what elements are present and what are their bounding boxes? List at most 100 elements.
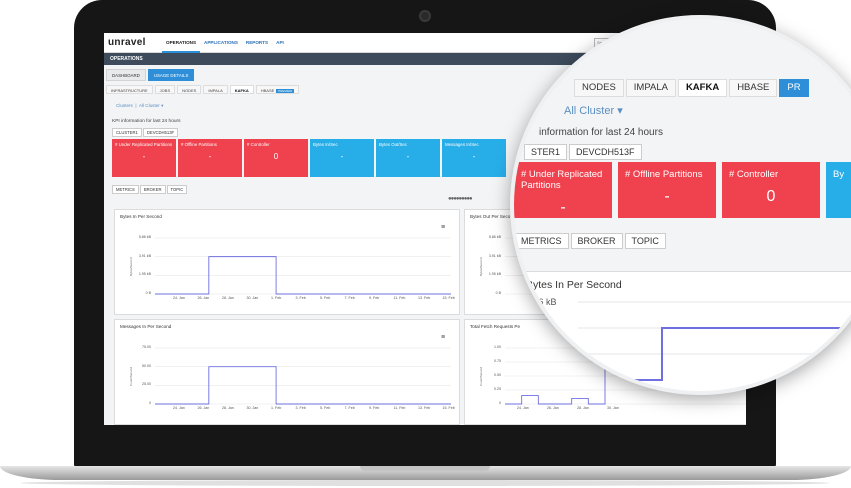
zoom-y-tick-label: 5.86 kB bbox=[526, 297, 557, 307]
series-line bbox=[155, 366, 451, 405]
zoom-chart-bytes-in: Bytes In Per Second 5.86 kB 3.91 kB 1.95 k… bbox=[517, 271, 851, 391]
y-tick-label: 3.91 kB bbox=[138, 253, 151, 258]
laptop-base bbox=[0, 466, 851, 480]
metric-tabs: METRICS BROKER TOPIC bbox=[112, 185, 188, 194]
tab-hbase[interactable]: HBASE PREVIEW bbox=[255, 85, 300, 94]
tab-usage-details[interactable]: USAGE DETAILS bbox=[147, 69, 195, 81]
tab-metrics[interactable]: METRICS bbox=[112, 185, 139, 194]
tab-infrastructure[interactable]: INFRASTRUCTURE bbox=[106, 85, 153, 94]
nav-reports[interactable]: REPORTS bbox=[245, 40, 269, 45]
zoom-chart-plot bbox=[578, 301, 851, 381]
x-tick-label: 9. Feb bbox=[369, 296, 380, 300]
kpi-value: - bbox=[472, 152, 476, 161]
caret-down-icon[interactable]: ▾ bbox=[161, 103, 164, 108]
zoom-kpi-controller: # Controller 0 bbox=[722, 162, 820, 218]
kpi-value: - bbox=[664, 188, 670, 205]
kpi-value: - bbox=[560, 199, 566, 216]
tab-dashboard[interactable]: DASHBOARD bbox=[106, 69, 146, 81]
chart-plot bbox=[155, 237, 451, 295]
kpi-offline-partitions: # Offline Partitions - bbox=[178, 139, 242, 177]
chart-menu-icon[interactable]: ≡ bbox=[441, 224, 446, 231]
x-tick-label: 28. Jan bbox=[577, 406, 589, 410]
x-tick-label: 26. Jan bbox=[197, 406, 210, 410]
x-tick-label: 24. Jan bbox=[173, 406, 185, 410]
kpi-bytes-in: Bytes In/Sec - bbox=[310, 139, 374, 177]
nav-operations[interactable]: OPERATIONS bbox=[162, 33, 201, 53]
zoom-tab-devcdh513f[interactable]: DEVCDH513F bbox=[569, 144, 642, 160]
nav-applications[interactable]: APPLICATIONS bbox=[204, 40, 238, 45]
y-tick-label: 0.75 bbox=[494, 359, 501, 363]
x-tick-label: 13. Feb bbox=[418, 406, 431, 410]
zoom-tab-nodes[interactable]: NODES bbox=[574, 79, 624, 97]
page-title: OPERATIONS bbox=[110, 56, 143, 62]
kpi-value: 0 bbox=[273, 152, 279, 161]
zoom-cluster-select[interactable]: All Cluster ▾ bbox=[564, 104, 623, 117]
tab-broker[interactable]: BROKER bbox=[139, 185, 166, 194]
kpi-value: - bbox=[406, 152, 410, 161]
zoom-tab-cluster1[interactable]: STER1 bbox=[524, 144, 568, 160]
y-tick-label: 1.00 bbox=[494, 345, 501, 349]
tab-topic[interactable]: TOPIC bbox=[166, 185, 188, 194]
kpi-label: # Under Replicated Partitions bbox=[521, 169, 603, 191]
y-tick-label: 3.91 kB bbox=[488, 253, 501, 258]
x-tick-label: 9. Feb bbox=[369, 406, 380, 410]
kpi-cards: # Under Replicated Partitions - # Offline… bbox=[112, 139, 508, 177]
x-tick-label: 3. Feb bbox=[295, 296, 306, 300]
x-tick-label: 30. Jan bbox=[607, 406, 619, 410]
zoom-tab-topic[interactable]: TOPIC bbox=[624, 233, 666, 249]
zoom-kpi-bytes: By bbox=[826, 162, 851, 218]
zoom-tab-hbase[interactable]: HBASE bbox=[729, 79, 778, 97]
zoom-tab-broker[interactable]: BROKER bbox=[570, 233, 623, 249]
caret-down-icon: ▾ bbox=[617, 105, 623, 117]
laptop-shadow bbox=[20, 480, 830, 486]
laptop-notch bbox=[360, 466, 490, 471]
x-tick-label: 7. Feb bbox=[344, 296, 355, 300]
nav-api[interactable]: API bbox=[276, 40, 284, 45]
y-tick-label: 50.00 bbox=[142, 363, 151, 368]
x-tick-label: 3. Feb bbox=[295, 406, 306, 410]
chart-title: Bytes Out Per Second bbox=[470, 214, 516, 219]
kpi-label: Messages In/Sec bbox=[445, 142, 479, 147]
zoom-tab-metrics[interactable]: METRICS bbox=[514, 233, 569, 249]
tab-nodes[interactable]: NODES bbox=[177, 85, 202, 94]
y-tick-label: 0 B bbox=[145, 291, 151, 295]
chart-title: Bytes In Per Second bbox=[120, 214, 162, 219]
cluster-selector: Clusters | All Cluster ▾ bbox=[116, 103, 164, 108]
magnifier-zoom: NODES IMPALA KAFKA HBASE PR All Cluster … bbox=[510, 15, 851, 395]
y-tick-label: 75.00 bbox=[142, 345, 151, 349]
y-tick-label: 0 bbox=[499, 401, 501, 405]
x-tick-label: 11. Feb bbox=[393, 406, 406, 410]
kpi-label: # Under Replicated Partitions bbox=[115, 142, 173, 147]
x-tick-label: 30. Jan bbox=[246, 406, 259, 410]
zoom-cluster-label: All Cluster bbox=[564, 105, 615, 117]
x-tick-label: 13. Feb bbox=[418, 296, 431, 300]
chart-menu-icon[interactable]: ≡ bbox=[441, 334, 446, 341]
chart-bytes-in: Bytes In Per Second ≡ 5.86 kB 3.91 kB 1.95… bbox=[114, 209, 460, 315]
zoom-kpi-offline: # Offline Partitions - bbox=[618, 162, 716, 218]
chart-messages-in: Messages In Per Second ≡ 75.00 50.00 25.00… bbox=[114, 319, 460, 425]
y-tick-label: 1.95 kB bbox=[488, 272, 501, 277]
tab-kafka[interactable]: KAFKA bbox=[229, 85, 254, 94]
zoom-kpi-cards: # Under Replicated Partitions - # Offline… bbox=[514, 162, 851, 218]
y-tick-label: 0 bbox=[149, 401, 151, 405]
y-tick-label: 0 B bbox=[495, 291, 501, 295]
tab-impala[interactable]: IMPALA bbox=[203, 85, 228, 94]
kpi-label: Bytes In/Sec bbox=[313, 142, 338, 147]
kpi-bytes-out: Bytes Out/Sec - bbox=[376, 139, 440, 177]
zoom-tab-impala[interactable]: IMPALA bbox=[625, 79, 676, 97]
kpi-under-replicated: # Under Replicated Partitions - bbox=[112, 139, 176, 177]
y-axis-title: Bytes/Second bbox=[129, 257, 133, 276]
zoom-cluster-tabs: STER1 DEVCDH513F bbox=[524, 144, 644, 160]
y-tick-label: 0.25 bbox=[494, 387, 501, 391]
tab-devcdh513f[interactable]: DEVCDH513F bbox=[142, 128, 179, 137]
pager-dots-icon[interactable]: ●●●●●●●●● bbox=[448, 196, 473, 202]
zoom-tab-kafka[interactable]: KAFKA bbox=[677, 79, 728, 97]
tab-cluster1[interactable]: CLUSTER1 bbox=[112, 128, 142, 137]
series-line bbox=[155, 256, 451, 295]
tab-jobs[interactable]: JOBS bbox=[154, 85, 176, 94]
zoom-chart-title: Bytes In Per Second bbox=[526, 279, 622, 291]
y-tick-label: 5.86 kB bbox=[138, 235, 151, 239]
kpi-controller: # Controller 0 bbox=[244, 139, 308, 177]
app-logo[interactable]: unravel bbox=[108, 37, 146, 48]
cluster-select[interactable]: All Cluster bbox=[138, 103, 160, 108]
